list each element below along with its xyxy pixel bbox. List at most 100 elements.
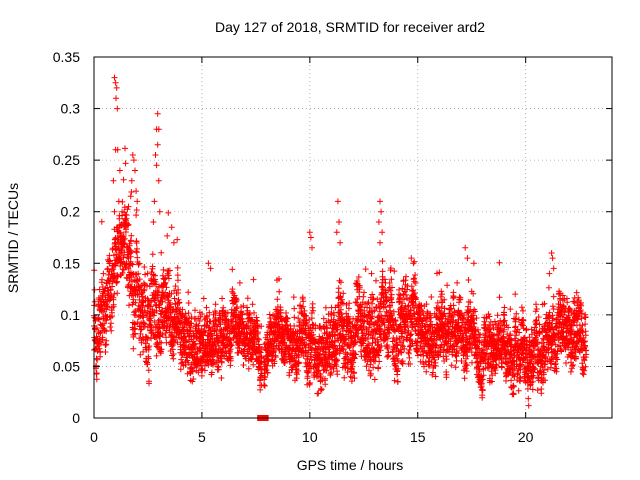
data-point — [264, 369, 271, 376]
data-point — [99, 276, 105, 283]
y-tick-label: 0 — [72, 410, 80, 426]
x-tick-label: 10 — [302, 429, 318, 445]
y-tick-label: 0.25 — [53, 152, 80, 168]
data-point — [255, 329, 262, 336]
data-point — [462, 244, 469, 251]
data-point — [149, 263, 156, 270]
data-point — [103, 337, 110, 344]
data-point — [175, 290, 182, 296]
data-point — [229, 266, 236, 273]
data-point — [375, 365, 382, 372]
data-point — [144, 270, 151, 277]
data-point — [171, 295, 178, 302]
data-point — [236, 279, 243, 286]
data-point — [192, 307, 198, 314]
data-point — [376, 358, 383, 365]
data-point — [97, 349, 104, 356]
data-point — [130, 345, 137, 352]
data-point — [106, 297, 113, 304]
data-point — [196, 347, 203, 354]
data-point — [318, 386, 325, 393]
data-point — [188, 314, 195, 321]
data-point — [179, 359, 186, 366]
data-point — [93, 376, 100, 383]
data-point — [307, 234, 314, 241]
data-point — [101, 320, 108, 327]
data-point — [108, 327, 115, 334]
data-point — [214, 363, 221, 370]
data-point — [525, 402, 532, 409]
data-point — [133, 207, 140, 213]
data-point — [206, 309, 213, 316]
data-point — [149, 251, 156, 258]
data-point — [255, 356, 262, 363]
data-point — [377, 239, 383, 246]
data-point — [549, 303, 556, 310]
data-point — [362, 266, 369, 273]
data-point — [461, 375, 468, 382]
data-point — [168, 224, 175, 231]
data-point — [377, 198, 383, 205]
data-point — [154, 141, 161, 148]
data-point — [132, 167, 138, 174]
data-point — [239, 311, 246, 318]
data-point — [104, 304, 111, 310]
data-point — [408, 331, 415, 338]
data-point — [93, 370, 100, 377]
data-point — [122, 160, 129, 167]
data-point — [410, 260, 417, 267]
data-point — [185, 359, 192, 366]
data-point — [437, 293, 444, 300]
data-point — [130, 334, 137, 340]
data-point — [582, 321, 589, 328]
data-point — [128, 238, 134, 245]
data-point — [174, 272, 181, 279]
data-point — [336, 277, 343, 284]
data-point — [100, 270, 107, 277]
data-point — [245, 365, 252, 372]
data-point — [191, 344, 198, 351]
data-point — [567, 368, 574, 375]
data-point — [145, 367, 152, 374]
data-point — [394, 378, 401, 385]
data-point — [139, 298, 146, 305]
data-point — [185, 289, 192, 296]
data-point — [102, 342, 109, 349]
data-point — [501, 304, 508, 311]
data-point — [174, 264, 181, 271]
data-point — [322, 381, 329, 388]
data-point — [250, 361, 257, 368]
data-point — [96, 286, 103, 293]
data-point — [93, 325, 100, 331]
data-point — [525, 395, 532, 402]
data-point — [91, 298, 98, 305]
data-point — [107, 286, 114, 293]
data-point — [111, 74, 118, 81]
data-point — [498, 364, 505, 371]
data-point — [179, 306, 186, 313]
data-point — [391, 377, 398, 384]
data-point — [396, 286, 403, 293]
data-point — [546, 270, 553, 277]
data-point — [538, 390, 545, 397]
data-point — [208, 369, 215, 376]
data-point — [155, 177, 162, 184]
data-point — [257, 386, 264, 393]
data-point — [143, 340, 149, 347]
data-point — [156, 301, 163, 308]
data-point — [201, 362, 208, 369]
data-point — [203, 304, 210, 311]
data-point — [170, 239, 177, 246]
data-point — [512, 291, 519, 298]
data-point — [153, 352, 160, 359]
data-point — [470, 260, 477, 267]
data-point — [520, 307, 526, 314]
data-point — [235, 349, 242, 356]
data-point — [379, 229, 386, 236]
data-point — [120, 233, 127, 239]
data-point — [533, 301, 539, 308]
data-point — [129, 152, 136, 158]
data-point — [200, 295, 207, 302]
data-point — [233, 305, 240, 312]
data-point — [111, 290, 118, 297]
